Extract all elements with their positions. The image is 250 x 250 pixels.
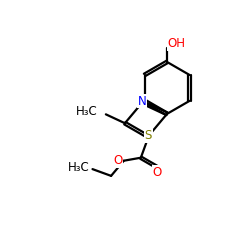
Text: H₃C: H₃C [76,105,97,118]
Text: N: N [138,95,147,108]
Text: O: O [153,166,162,179]
Text: H₃C: H₃C [68,161,90,174]
Text: S: S [144,130,152,142]
Text: O: O [113,154,122,167]
Text: OH: OH [168,37,186,50]
